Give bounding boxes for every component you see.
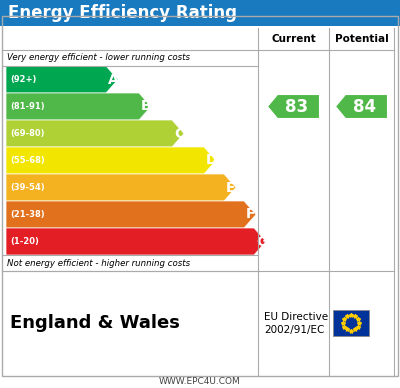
Text: (21-38): (21-38)	[10, 210, 45, 219]
Polygon shape	[6, 66, 118, 93]
Text: 2002/91/EC: 2002/91/EC	[264, 324, 324, 334]
Text: G: G	[256, 234, 267, 248]
Text: C: C	[174, 126, 184, 140]
Text: Current: Current	[271, 34, 316, 44]
Polygon shape	[6, 93, 151, 120]
Text: F: F	[246, 208, 256, 222]
Text: (55-68): (55-68)	[10, 156, 45, 165]
Polygon shape	[336, 95, 388, 118]
Text: (81-91): (81-91)	[10, 102, 45, 111]
Text: Energy Efficiency Rating: Energy Efficiency Rating	[8, 4, 237, 22]
Text: Potential: Potential	[335, 34, 388, 44]
Polygon shape	[6, 201, 256, 228]
Text: EU Directive: EU Directive	[264, 312, 328, 322]
Polygon shape	[6, 174, 236, 201]
Text: (39-54): (39-54)	[10, 183, 45, 192]
Text: Not energy efficient - higher running costs: Not energy efficient - higher running co…	[7, 258, 190, 267]
Bar	[333, 310, 369, 336]
Text: 84: 84	[353, 97, 376, 116]
Text: (92+): (92+)	[10, 75, 36, 84]
Polygon shape	[6, 147, 216, 174]
Text: (1-20): (1-20)	[10, 237, 39, 246]
Text: England & Wales: England & Wales	[10, 314, 180, 331]
Text: (69-80): (69-80)	[10, 129, 44, 138]
Text: A: A	[108, 73, 119, 87]
Text: Very energy efficient - lower running costs: Very energy efficient - lower running co…	[7, 54, 190, 62]
Polygon shape	[6, 228, 266, 255]
Polygon shape	[268, 95, 320, 118]
Text: 83: 83	[285, 97, 308, 116]
Polygon shape	[6, 120, 184, 147]
Bar	[0, 0, 400, 26]
Text: E: E	[226, 180, 236, 194]
Text: D: D	[206, 154, 218, 168]
Text: WWW.EPC4U.COM: WWW.EPC4U.COM	[159, 376, 241, 386]
Text: B: B	[141, 99, 152, 114]
